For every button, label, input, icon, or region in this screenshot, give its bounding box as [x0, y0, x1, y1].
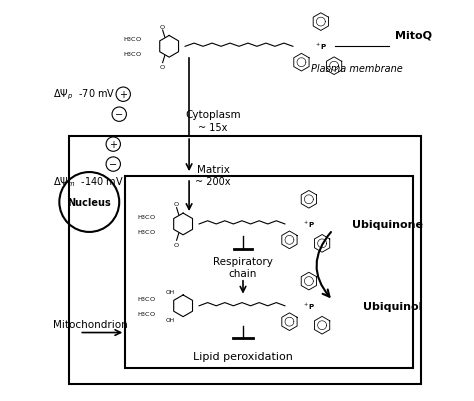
Text: O: O [174, 242, 179, 247]
Text: H$_3$CO: H$_3$CO [137, 227, 156, 237]
Text: ~ 200x: ~ 200x [195, 176, 231, 186]
Text: H$_3$CO: H$_3$CO [123, 50, 142, 59]
Text: $^+$P: $^+$P [302, 301, 316, 311]
Text: Nucleus: Nucleus [67, 198, 111, 207]
Text: $\Delta\Psi_p$  -70 mV: $\Delta\Psi_p$ -70 mV [54, 88, 116, 102]
Text: OH: OH [165, 318, 174, 323]
Text: Ubiquinol: Ubiquinol [363, 301, 423, 311]
Text: H$_3$CO: H$_3$CO [123, 35, 142, 44]
Text: Respiratory: Respiratory [213, 256, 273, 266]
Bar [125, 176, 413, 368]
Text: H$_3$CO: H$_3$CO [137, 309, 156, 318]
Text: O: O [160, 24, 165, 30]
Text: −: − [109, 160, 117, 170]
Text: +: + [109, 140, 117, 150]
Text: ~ 15x: ~ 15x [198, 123, 228, 133]
Text: H$_3$CO: H$_3$CO [137, 294, 156, 303]
Text: MitoQ: MitoQ [395, 30, 432, 40]
Text: O: O [160, 65, 165, 70]
Text: −: − [115, 110, 123, 120]
Text: Mitochondrion: Mitochondrion [54, 319, 128, 329]
Text: Ubiquinone: Ubiquinone [352, 219, 423, 229]
Text: Cytoplasm: Cytoplasm [185, 110, 241, 120]
Text: +: + [119, 90, 127, 100]
Text: OH: OH [165, 290, 174, 294]
Text: O: O [174, 202, 179, 207]
Text: chain: chain [229, 268, 257, 278]
Text: H$_3$CO: H$_3$CO [137, 213, 156, 221]
Text: Plasma membrane: Plasma membrane [311, 64, 402, 74]
Text: $\Delta\Psi_m$  -140 mV: $\Delta\Psi_m$ -140 mV [54, 174, 124, 188]
Text: Lipid peroxidation: Lipid peroxidation [193, 352, 293, 362]
Text: $^+$P: $^+$P [302, 219, 316, 229]
Text: $^+$P: $^+$P [314, 42, 328, 52]
Text: Matrix: Matrix [197, 164, 229, 174]
Bar [69, 137, 420, 384]
